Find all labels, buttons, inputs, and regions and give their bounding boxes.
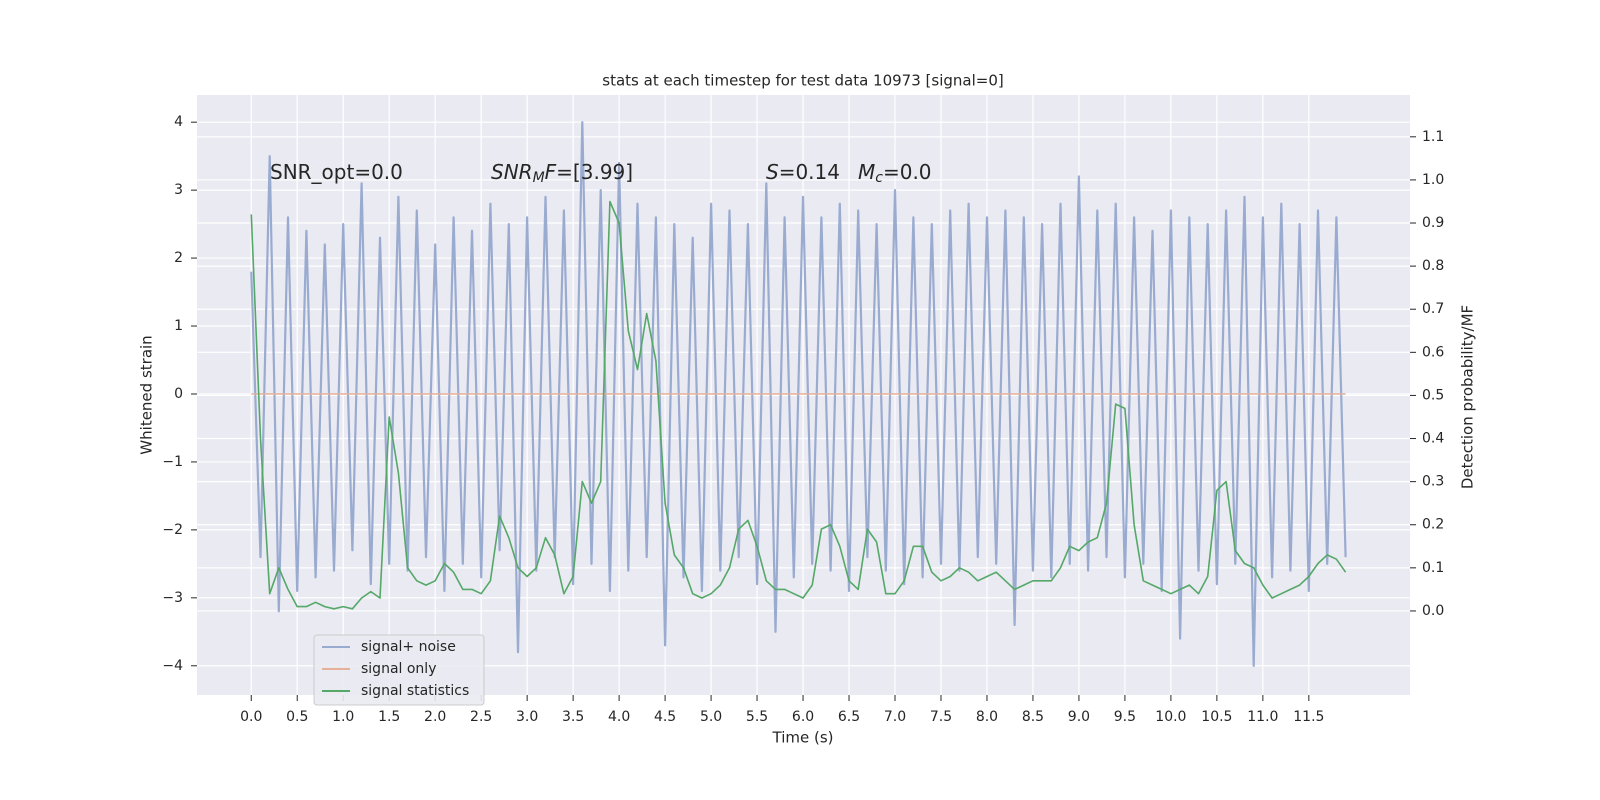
x-tick-label: 3.5 bbox=[562, 709, 584, 725]
y-tick-label: −2 bbox=[162, 522, 183, 538]
annotation: S=0.14 bbox=[766, 160, 840, 184]
x-tick-label: 2.0 bbox=[424, 709, 446, 725]
legend-box bbox=[313, 634, 485, 706]
annotation-part: SNR bbox=[491, 160, 533, 184]
annotation-part: M bbox=[858, 160, 875, 184]
chart-title: stats at each timestep for test data 109… bbox=[602, 72, 1003, 90]
annotation-part: M bbox=[533, 170, 545, 186]
x-axis-label: Time (s) bbox=[772, 729, 834, 747]
y2-axis-label: Detection probability/MF bbox=[1459, 305, 1477, 489]
annotation: Mc=0.0 bbox=[858, 160, 932, 187]
annotation: SNR_opt=0.0 bbox=[270, 160, 403, 184]
x-tick-label: 9.5 bbox=[1114, 709, 1136, 725]
y2-tick-label: 0.8 bbox=[1422, 258, 1444, 274]
x-tick-label: 11.0 bbox=[1247, 709, 1278, 725]
series-layer bbox=[250, 121, 1347, 667]
y-tick-label: −1 bbox=[162, 454, 183, 470]
x-tick-label: 4.0 bbox=[608, 709, 630, 725]
x-tick-label: 11.5 bbox=[1293, 709, 1324, 725]
x-tick-label: 4.5 bbox=[654, 709, 676, 725]
legend-label: signal statistics bbox=[361, 683, 469, 699]
y2-tick-label: 0.6 bbox=[1422, 344, 1444, 360]
x-tick-label: 6.5 bbox=[838, 709, 860, 725]
y2-tick-label: 0.0 bbox=[1422, 603, 1444, 619]
y-tick-label: 0 bbox=[174, 386, 183, 402]
annotation-part: c bbox=[875, 170, 883, 186]
y-tick-label: 3 bbox=[174, 182, 183, 198]
x-tick-label: 7.0 bbox=[884, 709, 906, 725]
x-tick-label: 0.0 bbox=[240, 709, 262, 725]
annotation-part: SNR_opt=0.0 bbox=[270, 160, 403, 184]
y2-tick-label: 0.4 bbox=[1422, 431, 1444, 447]
x-tick-label: 3.0 bbox=[516, 709, 538, 725]
series-line bbox=[250, 121, 1347, 667]
y2-tick-label: 1.1 bbox=[1422, 129, 1444, 145]
y-axis-label: Whitened strain bbox=[138, 335, 156, 454]
x-tick-label: 5.5 bbox=[746, 709, 768, 725]
x-tick-label: 8.0 bbox=[976, 709, 998, 725]
y2-tick-label: 0.7 bbox=[1422, 301, 1444, 317]
annotation-part: =[3.99] bbox=[556, 160, 633, 184]
y-tick-label: 1 bbox=[174, 318, 183, 334]
annotation-part: =0.14 bbox=[779, 160, 840, 184]
y2-tick-label: 0.1 bbox=[1422, 560, 1444, 576]
y-tick-label: −4 bbox=[162, 658, 183, 674]
annotation: SNRMF=[3.99] bbox=[491, 160, 633, 187]
x-tick-label: 1.0 bbox=[332, 709, 354, 725]
annotation-part: F bbox=[545, 160, 557, 184]
annotation-part: S bbox=[766, 160, 779, 184]
y2-tick-label: 0.9 bbox=[1422, 215, 1444, 231]
x-tick-label: 1.5 bbox=[378, 709, 400, 725]
x-tick-label: 8.5 bbox=[1022, 709, 1044, 725]
annotation-part: =0.0 bbox=[883, 160, 932, 184]
y-tick-label: −3 bbox=[162, 590, 183, 606]
series-line bbox=[250, 200, 1347, 610]
y-tick-label: 2 bbox=[174, 250, 183, 266]
x-tick-label: 7.5 bbox=[930, 709, 952, 725]
legend-label: signal+ noise bbox=[361, 639, 456, 655]
x-tick-label: 10.0 bbox=[1155, 709, 1186, 725]
y2-tick-label: 0.3 bbox=[1422, 474, 1444, 490]
x-tick-label: 2.5 bbox=[470, 709, 492, 725]
x-tick-label: 9.0 bbox=[1068, 709, 1090, 725]
y2-tick-label: 1.0 bbox=[1422, 172, 1444, 188]
y2-tick-label: 0.5 bbox=[1422, 387, 1444, 403]
x-tick-label: 10.5 bbox=[1201, 709, 1232, 725]
legend-label: signal only bbox=[361, 661, 436, 677]
x-tick-label: 0.5 bbox=[286, 709, 308, 725]
y2-tick-label: 0.2 bbox=[1422, 517, 1444, 533]
x-tick-label: 5.0 bbox=[700, 709, 722, 725]
x-tick-label: 6.0 bbox=[792, 709, 814, 725]
y-tick-label: 4 bbox=[174, 114, 183, 130]
